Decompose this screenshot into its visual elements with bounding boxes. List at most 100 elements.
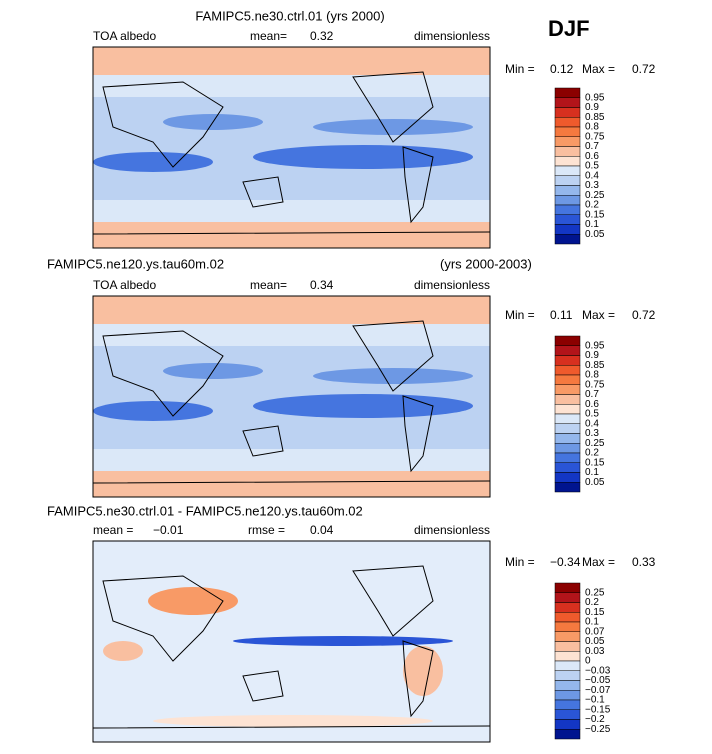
- colorbar-box: [554, 631, 581, 642]
- min-value: 0.12: [550, 62, 574, 76]
- colorbar-box: [554, 355, 581, 366]
- anomaly: [103, 641, 143, 661]
- colorbar-label: 0.05: [585, 636, 605, 647]
- colorbar-label: 0.6: [585, 399, 599, 410]
- colorbar-box: [554, 365, 581, 376]
- units: dimensionless: [414, 29, 490, 43]
- variable-name: TOA albedo: [93, 29, 156, 43]
- colorbar-box: [554, 651, 581, 662]
- subtropic: [93, 401, 213, 421]
- colorbar-box: [554, 146, 581, 157]
- colorbar-box: [554, 107, 581, 118]
- map: [92, 540, 491, 743]
- midlat-band: [93, 324, 490, 346]
- colorbar-box: [554, 602, 581, 613]
- colorbar-label: 0.03: [585, 646, 605, 657]
- colorbar-box: [554, 462, 581, 473]
- colorbar-box: [554, 660, 581, 671]
- season-label: DJF: [548, 16, 590, 41]
- mean-label: mean=: [250, 278, 287, 292]
- colorbar-box: [554, 345, 581, 356]
- colorbar-label: 0.05: [585, 477, 605, 488]
- max-value: 0.33: [632, 555, 656, 569]
- colorbar-label: 0.25: [585, 438, 605, 449]
- colorbar-box: [554, 413, 581, 424]
- colorbar-label: 0.95: [585, 92, 605, 103]
- colorbar-box: [554, 185, 581, 196]
- colorbar-label: −0.03: [585, 665, 611, 676]
- panel-title-right: (yrs 2000-2003): [440, 256, 532, 271]
- colorbar-box: [554, 443, 581, 454]
- colorbar-label: −0.07: [585, 685, 611, 696]
- subtropic: [253, 394, 473, 418]
- colorbar-label: 0.85: [585, 112, 605, 123]
- colorbar-label: 0.95: [585, 340, 605, 351]
- colorbar-label: 0.15: [585, 457, 605, 468]
- colorbar-label: −0.15: [585, 704, 611, 715]
- min-label: Min =: [505, 555, 535, 569]
- colorbar-box: [554, 452, 581, 463]
- colorbar-label: 0.05: [585, 229, 605, 240]
- max-label: Max =: [582, 62, 615, 76]
- units: dimensionless: [414, 278, 490, 292]
- colorbar-label: 0: [585, 656, 591, 667]
- rmse-value: 0.04: [310, 523, 334, 537]
- colorbar-label: 0.2: [585, 200, 599, 211]
- max-label: Max =: [582, 555, 615, 569]
- anomaly: [233, 636, 453, 646]
- colorbar-label: 0.4: [585, 418, 599, 429]
- midlat-band: [93, 449, 490, 471]
- colorbar-box: [554, 641, 581, 652]
- colorbar-label: 0.7: [585, 141, 599, 152]
- colorbar-box: [554, 234, 581, 245]
- midlat-band: [93, 200, 490, 222]
- colorbar-label: 0.9: [585, 102, 599, 113]
- colorbar-label: 0.25: [585, 587, 605, 598]
- anomaly: [148, 587, 238, 615]
- colorbar-box: [554, 224, 581, 235]
- polar-band: [93, 296, 490, 324]
- colorbar-box: [554, 156, 581, 167]
- colorbar-label: 0.3: [585, 180, 599, 191]
- colorbar-box: [554, 384, 581, 395]
- coastline: [92, 565, 491, 729]
- colorbar-label: 0.25: [585, 190, 605, 201]
- anomaly: [403, 646, 443, 696]
- colorbar-box: [554, 204, 581, 215]
- midlat-band: [93, 75, 490, 97]
- mean-value: 0.32: [310, 29, 334, 43]
- mean-label: mean =: [93, 523, 133, 537]
- colorbar-label: 0.7: [585, 389, 599, 400]
- colorbar-label: 0.07: [585, 626, 605, 637]
- polar-band: [93, 47, 490, 75]
- coastline: [92, 320, 491, 484]
- subtropic: [313, 119, 473, 135]
- colorbar-box: [554, 482, 581, 493]
- rmse-label: rmse =: [248, 523, 285, 537]
- colorbar-box: [554, 612, 581, 623]
- mean-value: −0.01: [153, 523, 184, 537]
- colorbar-box: [554, 709, 581, 720]
- colorbar-label: 0.6: [585, 151, 599, 162]
- polar-band: [93, 222, 490, 248]
- subtropic: [253, 145, 473, 169]
- map-frame: [92, 540, 491, 743]
- units: dimensionless: [414, 523, 490, 537]
- colorbar-box: [554, 621, 581, 632]
- colorbar-box: [554, 175, 581, 186]
- colorbar-label: 0.1: [585, 219, 599, 230]
- colorbar-label: 0.85: [585, 360, 605, 371]
- colorbar-label: −0.05: [585, 675, 611, 686]
- polar-band: [93, 471, 490, 497]
- colorbar-label: 0.8: [585, 370, 599, 381]
- colorbar-label: 0.75: [585, 131, 605, 142]
- colorbar-label: 0.5: [585, 161, 599, 172]
- min-label: Min =: [505, 308, 535, 322]
- min-label: Min =: [505, 62, 535, 76]
- colorbar-box: [554, 404, 581, 415]
- colorbar-label: −0.25: [585, 724, 611, 735]
- mean-label: mean=: [250, 29, 287, 43]
- colorbar-box: [554, 214, 581, 225]
- colorbar-label: 0.1: [585, 467, 599, 478]
